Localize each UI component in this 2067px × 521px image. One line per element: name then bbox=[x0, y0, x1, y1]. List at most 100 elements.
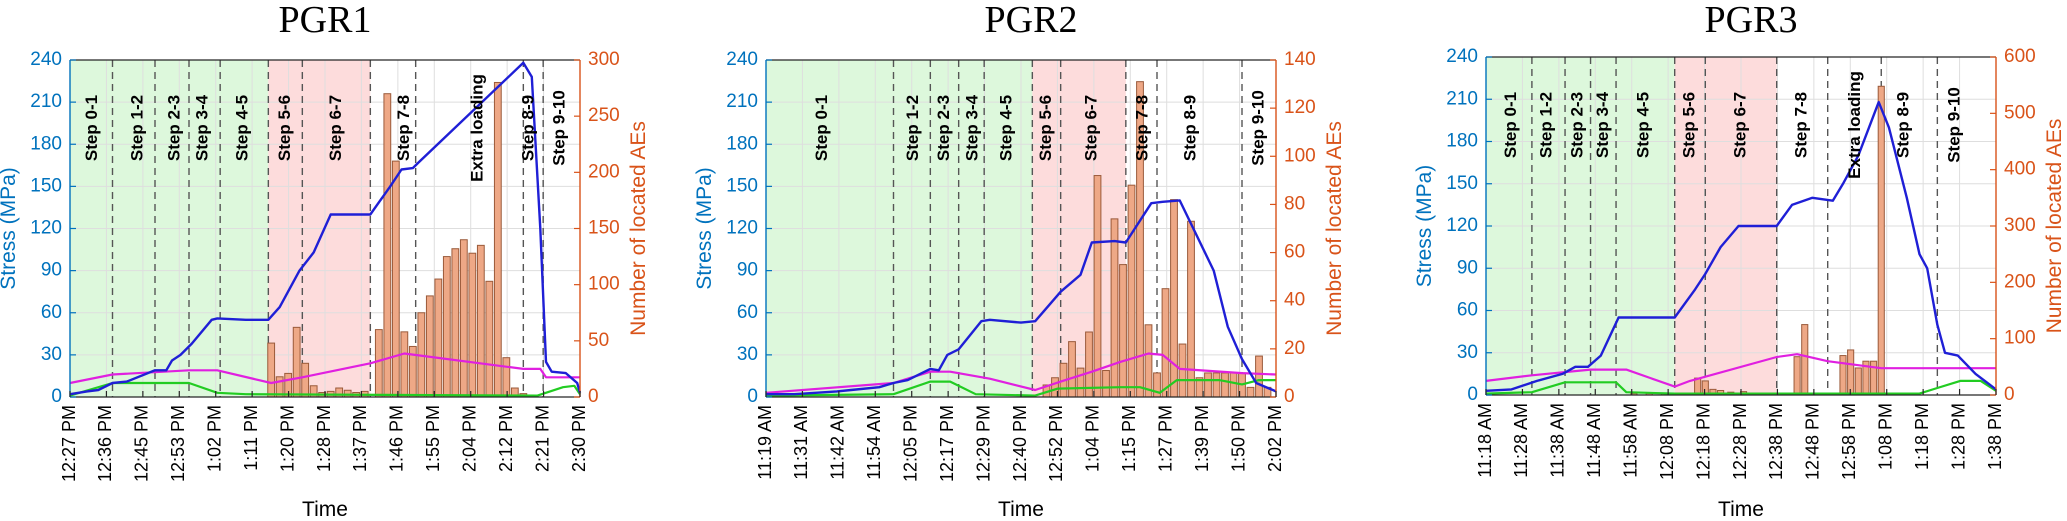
ae-count-bar bbox=[1221, 372, 1229, 398]
ae-count-bar bbox=[1255, 355, 1263, 398]
step-label: Step 7-8 bbox=[394, 95, 413, 161]
x-tick-label: 12:40 PM bbox=[1010, 405, 1030, 482]
y2-tick-label: 0 bbox=[588, 386, 599, 407]
x-tick-label: 11:42 AM bbox=[828, 405, 848, 480]
x-tick-label: 12:38 PM bbox=[1766, 403, 1786, 480]
ae-count-bar bbox=[451, 248, 460, 398]
x-tick-label: 12:45 PM bbox=[132, 405, 152, 482]
step-label: Step 9-10 bbox=[1248, 90, 1267, 166]
step-label: Step 0-1 bbox=[812, 95, 831, 161]
step-label: Step 5-6 bbox=[1679, 92, 1698, 158]
y-tick-label: 150 bbox=[30, 175, 62, 196]
step-label: Step 1-2 bbox=[903, 95, 922, 161]
x-tick-label: 11:18 AM bbox=[1475, 403, 1495, 478]
y2-tick-label: 50 bbox=[588, 330, 609, 351]
x-tick-label: 1:11 PM bbox=[241, 405, 261, 471]
y-tick-label: 240 bbox=[726, 49, 758, 70]
y-tick-label: 30 bbox=[1457, 342, 1478, 363]
y-tick-label: 0 bbox=[747, 386, 758, 407]
x-tick-label: 2:12 PM bbox=[496, 405, 516, 472]
y-tick-label: 240 bbox=[1446, 46, 1478, 67]
step-label: Step 3-4 bbox=[1593, 91, 1612, 158]
y2-tick-label: 300 bbox=[2004, 215, 2036, 236]
x-tick-label: 12:05 PM bbox=[900, 405, 920, 482]
y2-tick-label: 200 bbox=[588, 161, 620, 182]
x-tick-label: 11:28 AM bbox=[1511, 403, 1531, 478]
y2-tick-label: 100 bbox=[1284, 145, 1316, 166]
ae-count-bar bbox=[459, 239, 468, 398]
y-tick-label: 60 bbox=[737, 302, 758, 323]
y-axis-label: Stress (MPa) bbox=[1413, 165, 1436, 288]
ae-count-bar bbox=[1093, 175, 1102, 398]
ae-count-bar bbox=[1877, 85, 1885, 396]
x-tick-label: 1:55 PM bbox=[423, 405, 443, 472]
y-tick-label: 60 bbox=[41, 302, 62, 323]
y-tick-label: 210 bbox=[30, 91, 62, 112]
x-tick-label: 1:37 PM bbox=[350, 405, 370, 472]
ae-count-bar bbox=[502, 357, 511, 398]
step-label: Step 7-8 bbox=[1792, 92, 1811, 158]
ae-count-bar bbox=[1212, 372, 1221, 398]
y2-tick-label: 20 bbox=[1284, 338, 1305, 359]
step-label: Step 6-7 bbox=[326, 95, 345, 161]
ae-count-bar bbox=[1161, 288, 1170, 398]
x-tick-label: 1:28 PM bbox=[1948, 403, 1968, 470]
x-tick-label: 1:20 PM bbox=[277, 405, 297, 472]
ae-count-bar bbox=[1110, 218, 1119, 398]
ae-count-bar bbox=[1246, 386, 1255, 398]
y2-tick-label: 250 bbox=[588, 105, 620, 126]
ae-count-bar bbox=[1127, 184, 1136, 398]
axial-stress-line bbox=[1485, 100, 1997, 392]
x-tick-label: 12:58 PM bbox=[1839, 403, 1859, 480]
ae-count-bar bbox=[391, 160, 400, 398]
step-label: Step 9-10 bbox=[550, 90, 569, 166]
x-tick-label: 12:28 PM bbox=[1730, 403, 1750, 480]
step-label: Step 7-8 bbox=[1132, 95, 1151, 161]
ae-count-bar bbox=[1839, 355, 1847, 396]
chart-title: PGR3 bbox=[1705, 0, 1798, 41]
ae-count-bar bbox=[476, 244, 485, 398]
axial-stress-line bbox=[69, 61, 582, 396]
y2-axis-label: Number of located AEs bbox=[627, 121, 650, 336]
y-tick-label: 60 bbox=[1457, 300, 1478, 321]
x-tick-label: 12:17 PM bbox=[937, 405, 957, 482]
y-tick-label: 150 bbox=[726, 175, 758, 196]
y-tick-label: 30 bbox=[41, 344, 62, 365]
y2-tick-label: 80 bbox=[1284, 193, 1305, 214]
y-tick-label: 0 bbox=[1467, 384, 1478, 405]
y2-tick-label: 120 bbox=[1284, 97, 1316, 118]
x-tick-label: 12:27 PM bbox=[59, 405, 79, 482]
x-tick-label: 11:58 AM bbox=[1620, 403, 1640, 478]
y-tick-label: 90 bbox=[41, 260, 62, 281]
ae-count-bar bbox=[1801, 324, 1809, 396]
x-tick-label: 1:28 PM bbox=[314, 405, 334, 472]
y-axis-label: Stress (MPa) bbox=[0, 167, 20, 290]
ae-count-bar bbox=[1076, 367, 1085, 398]
step-label: Step 5-6 bbox=[1036, 95, 1055, 161]
step-label: Step 2-3 bbox=[934, 95, 953, 161]
ae-count-bar bbox=[1854, 367, 1862, 396]
x-tick-label: 11:19 AM bbox=[755, 405, 775, 480]
y2-tick-label: 140 bbox=[1284, 49, 1316, 70]
y2-tick-label: 300 bbox=[588, 49, 620, 70]
chart-title: PGR2 bbox=[985, 0, 1078, 41]
green-stress-line bbox=[765, 379, 1276, 397]
x-tick-label: 2:30 PM bbox=[569, 405, 589, 472]
x-axis-label: Time bbox=[998, 498, 1044, 521]
x-tick-label: 1:50 PM bbox=[1228, 405, 1248, 472]
y-tick-label: 180 bbox=[726, 133, 758, 154]
y2-tick-label: 400 bbox=[2004, 159, 2036, 180]
ae-count-bar bbox=[1119, 264, 1127, 398]
step-label: Step 8-9 bbox=[1894, 92, 1913, 158]
step-label: Step 1-2 bbox=[127, 95, 146, 161]
y-tick-label: 210 bbox=[1446, 88, 1478, 109]
x-tick-label: 11:38 AM bbox=[1548, 403, 1568, 478]
y2-tick-label: 100 bbox=[588, 274, 620, 295]
ae-count-bar bbox=[442, 256, 451, 398]
x-tick-label: 12:29 PM bbox=[973, 405, 993, 482]
y-axis-label: Stress (MPa) bbox=[693, 167, 716, 290]
ae-count-bar bbox=[1178, 343, 1187, 398]
step-label: Step 4-5 bbox=[1634, 92, 1653, 158]
ae-count-bar bbox=[374, 329, 383, 398]
